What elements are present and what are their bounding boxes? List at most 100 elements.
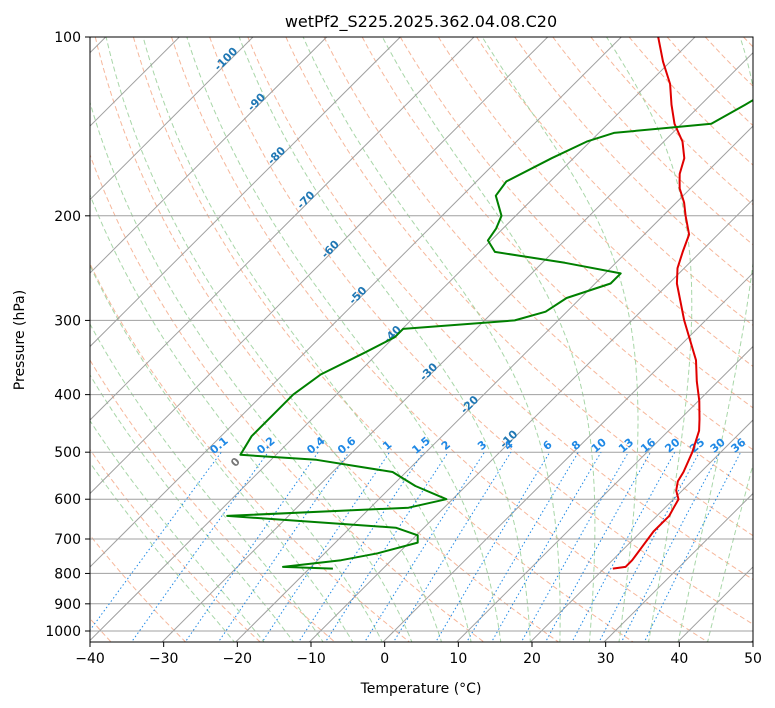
moist-adiabat: [381, 37, 596, 642]
moist-adiabat-label: -90: [245, 90, 268, 113]
y-tick-label: 300: [54, 313, 81, 329]
x-tick-label: 20: [523, 651, 541, 667]
mixing-ratio-label: 1: [380, 438, 394, 453]
isotherm: [309, 198, 753, 642]
moist-adiabat: [90, 193, 383, 642]
mixing-ratio-label: 8: [569, 438, 583, 453]
dry-adiabat: [132, 37, 634, 642]
moist-adiabat-label: -20: [458, 393, 481, 416]
dry-adiabat: [90, 262, 410, 642]
mixing-ratio-line: [571, 451, 676, 642]
moist-adiabat: [186, 37, 502, 642]
y-tick-label: 600: [54, 492, 81, 508]
y-tick-label: 800: [54, 566, 81, 582]
y-tick-label: 500: [54, 445, 81, 461]
mixing-ratio-label: 3: [475, 438, 489, 453]
x-tick-label: 40: [670, 651, 688, 667]
x-tick-label: −40: [75, 651, 105, 667]
isotherm: [603, 492, 753, 642]
isotherm: [751, 639, 753, 642]
y-tick-label: 200: [54, 209, 81, 225]
moist-adiabat: [302, 37, 561, 642]
isotherm: [90, 37, 254, 201]
dry-adiabat: [90, 534, 186, 642]
dry-adiabat: [476, 37, 753, 326]
dry-adiabat-label: 0: [228, 455, 243, 470]
x-tick-label: 50: [744, 651, 762, 667]
mixing-ratio-line: [544, 451, 651, 642]
y-tick-label: 900: [54, 597, 81, 613]
sounding-profiles: [226, 37, 753, 570]
temperature-profile: [612, 37, 701, 570]
dry-adiabat: [704, 37, 753, 87]
isotherm: [530, 419, 753, 642]
x-tick-label: −10: [296, 651, 326, 667]
isotherm: [90, 37, 622, 568]
mixing-ratio-label: 1.5: [410, 434, 433, 456]
dry-adiabat: [285, 37, 753, 537]
moist-adiabat-label: -100: [212, 45, 241, 74]
mixing-ratio-label: 0.6: [335, 434, 359, 457]
moist-adiabat: [105, 37, 443, 642]
moist-adiabat: [90, 264, 354, 642]
dry-adiabat: [666, 37, 753, 127]
dewpoint-profile: [226, 98, 753, 570]
moist-adiabat: [481, 37, 639, 642]
isotherm: [161, 51, 753, 642]
mixing-ratio-line: [466, 451, 579, 642]
y-tick-label: 700: [54, 532, 81, 548]
isotherm: [235, 125, 753, 642]
dry-adiabat: [323, 37, 753, 494]
dry-adiabat: [209, 37, 753, 625]
x-tick-label: 30: [597, 651, 615, 667]
y-axis-label: Pressure (hPa): [12, 290, 28, 390]
mixing-ratio-label: 2: [439, 438, 453, 453]
moist-adiabat: [677, 37, 753, 642]
moist-adiabat: [238, 37, 531, 642]
moist-adiabat-label: -30: [417, 360, 440, 383]
dry-adiabat: [94, 37, 559, 642]
dry-adiabat: [628, 37, 753, 166]
mixing-ratio-label: 6: [540, 438, 554, 453]
mixing-ratio-label: 0.4: [304, 434, 328, 457]
y-axis: 100 200 300 400 500 600 700 800 900 1000: [45, 30, 90, 640]
mixing-ratio-line: [90, 451, 222, 632]
moist-adiabat: [606, 37, 693, 642]
isotherm: [90, 37, 549, 495]
dry-adiabat: [590, 37, 753, 206]
y-tick-label: 100: [54, 30, 81, 46]
dry-adiabat: [399, 37, 753, 409]
background-lines: [90, 37, 753, 642]
mixing-ratio-line: [130, 451, 269, 642]
mixing-ratio-lines: [90, 451, 742, 642]
dry-adiabat: [514, 37, 753, 286]
plot-frame: [89, 36, 754, 643]
moist-adiabat-label: -50: [346, 284, 369, 307]
chart-title: wetPf2_S225.2025.362.04.08.C20: [285, 12, 557, 32]
mixing-ratio-label: 0.1: [207, 434, 230, 456]
moist-adiabat: [90, 419, 265, 642]
mixing-ratio-line: [491, 451, 602, 642]
dry-adiabat: [743, 37, 753, 48]
isotherm: [90, 37, 328, 274]
dry-adiabat: [361, 37, 753, 451]
moist-adiabat: [90, 461, 236, 642]
dry-adiabat: [437, 37, 753, 368]
x-tick-label: −20: [223, 651, 253, 667]
x-tick-label: −30: [149, 651, 179, 667]
isotherm: [677, 566, 753, 642]
mixing-ratio-line: [298, 451, 424, 642]
y-tick-label: 1000: [45, 624, 81, 640]
moist-adiabat: [707, 462, 753, 642]
mixing-ratio-line: [520, 451, 629, 642]
dry-adiabat: [90, 359, 336, 642]
isotherm: [382, 272, 753, 642]
isotherm: [90, 37, 475, 421]
mixing-ratio-line: [324, 451, 449, 642]
mixing-ratio-line: [261, 451, 391, 642]
mixing-ratio-line: [184, 451, 319, 642]
dry-adiabat: [90, 153, 485, 642]
y-tick-label: 400: [54, 388, 81, 404]
